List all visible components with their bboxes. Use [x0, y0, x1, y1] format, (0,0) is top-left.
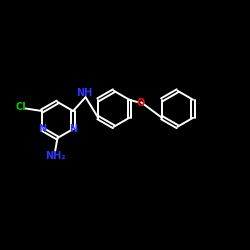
Text: Cl: Cl — [16, 102, 26, 112]
Text: N: N — [38, 124, 46, 134]
Text: NH: NH — [76, 88, 92, 99]
Text: N: N — [69, 124, 77, 134]
Text: NH₂: NH₂ — [45, 151, 65, 161]
Text: O: O — [137, 98, 145, 108]
